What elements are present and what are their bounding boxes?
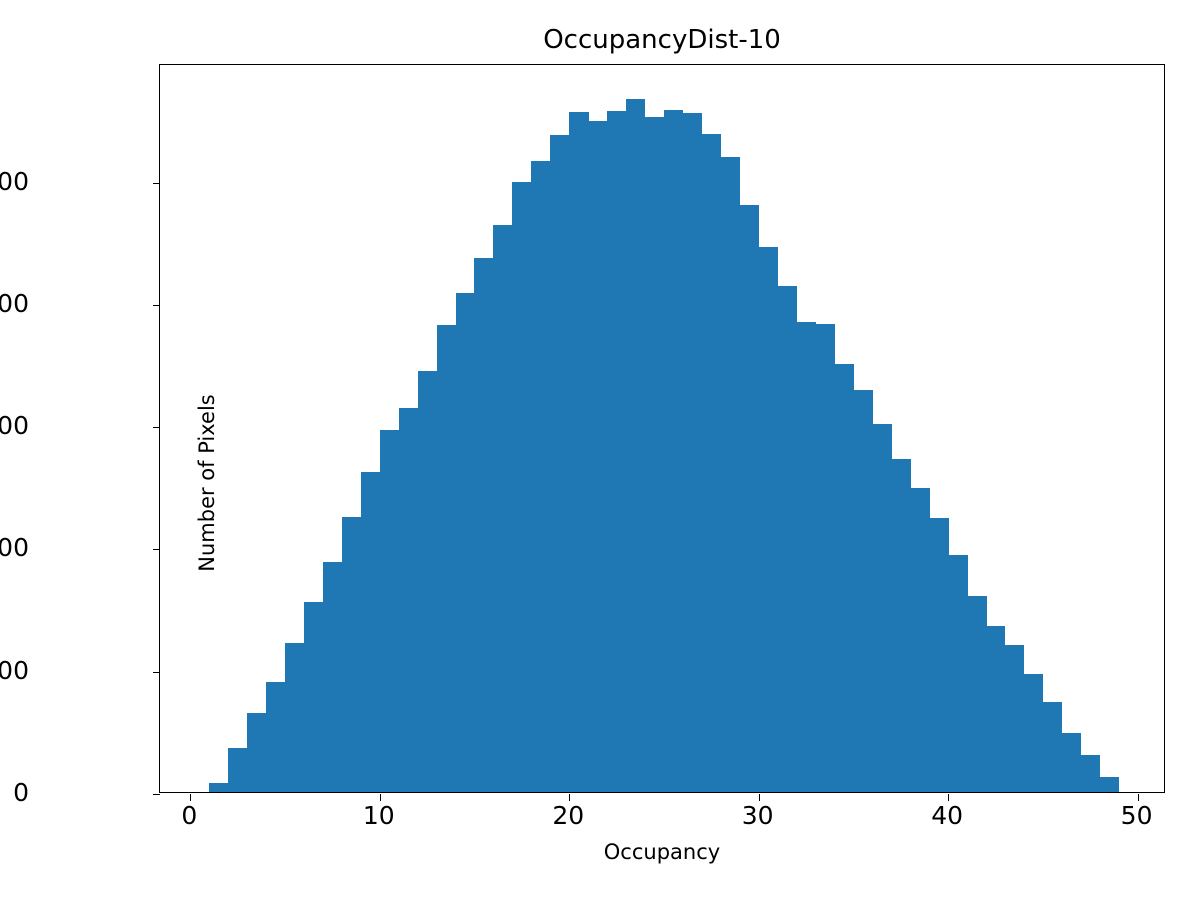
y-axis-tick-label: 4000 <box>0 288 29 318</box>
x-axis-tick-label: 0 <box>181 801 198 830</box>
histogram-bar <box>910 487 930 792</box>
x-axis-tick-label: 40 <box>931 801 964 830</box>
histogram-bar <box>929 518 949 792</box>
x-axis-tick <box>190 794 192 801</box>
histogram-bar <box>948 554 968 792</box>
bars-container <box>160 65 1164 792</box>
x-axis-tick-label: 10 <box>362 801 395 830</box>
y-axis-tick <box>153 549 160 551</box>
histogram-bar <box>777 285 798 792</box>
y-axis-tick <box>153 671 160 673</box>
y-axis-tick <box>153 182 160 184</box>
histogram-bar <box>682 113 703 792</box>
plot-axes: Number of Pixels <box>153 64 1165 801</box>
x-axis-tick <box>379 794 381 801</box>
y-axis-tick <box>153 427 160 429</box>
x-axis-tick-label: 20 <box>552 801 585 830</box>
x-axis-tick <box>1137 794 1139 801</box>
histogram-bar <box>645 117 665 792</box>
histogram-bar <box>285 642 305 792</box>
histogram-bar <box>398 408 419 792</box>
histogram-bar <box>550 135 570 792</box>
histogram-bar <box>1080 755 1101 792</box>
histogram-bar <box>986 625 1006 792</box>
histogram-bar <box>967 596 987 792</box>
y-axis-tick-label: 3000 <box>0 411 29 441</box>
histogram-bar <box>872 423 892 792</box>
histogram-bar <box>455 293 475 792</box>
y-axis-tick-label: 1000 <box>0 655 29 685</box>
y-axis-tick-label: 2000 <box>0 533 29 563</box>
x-axis-tick-label: 30 <box>741 801 774 830</box>
histogram-bar <box>588 120 608 792</box>
histogram-bar <box>701 134 722 792</box>
histogram-bar <box>834 364 854 792</box>
histogram-bar <box>758 246 779 792</box>
y-axis-tick-label: 5000 <box>0 166 29 196</box>
x-axis-tick <box>948 794 950 801</box>
histogram-bar <box>1023 674 1044 792</box>
histogram-bar <box>1099 777 1120 792</box>
histogram-bar <box>1004 645 1025 792</box>
histogram-bar <box>796 322 816 792</box>
x-axis-tick <box>569 794 571 801</box>
histogram-bar <box>607 110 627 792</box>
histogram-bar <box>626 99 646 792</box>
histogram-bar <box>891 459 911 792</box>
x-axis-label: Occupancy <box>603 840 721 864</box>
histogram-bar <box>341 516 362 792</box>
histogram-bar <box>739 205 760 792</box>
y-axis-tick <box>153 304 160 306</box>
histogram-bar <box>379 430 400 792</box>
histogram-bar <box>853 389 873 792</box>
histogram-bar <box>663 109 684 792</box>
histogram-bar <box>1061 733 1082 792</box>
histogram-bar <box>531 161 551 792</box>
chart-title: OccupancyDist-10 <box>543 25 781 55</box>
histogram-bar <box>493 224 513 792</box>
x-axis-tick-label: 50 <box>1120 801 1153 830</box>
histogram-bar <box>720 157 741 792</box>
histogram-bar <box>322 562 343 792</box>
y-axis-label: Number of Pixels <box>195 394 219 572</box>
histogram-bar <box>815 323 835 792</box>
x-axis-tick <box>758 794 760 801</box>
histogram-bar <box>360 471 381 792</box>
y-axis-tick-label: 0 <box>13 778 29 807</box>
histogram-bar <box>474 257 494 792</box>
histogram-bar <box>417 371 438 792</box>
histogram-bar <box>512 181 532 792</box>
histogram-bar <box>266 681 286 792</box>
histogram-bar <box>436 324 457 792</box>
y-axis-tick <box>153 794 160 795</box>
histogram-bar <box>228 747 248 792</box>
histogram-bar <box>1042 701 1063 792</box>
histogram-bar <box>569 112 589 792</box>
histogram-bar <box>209 783 229 792</box>
histogram-bar <box>247 712 267 792</box>
histogram-bar <box>303 602 324 792</box>
